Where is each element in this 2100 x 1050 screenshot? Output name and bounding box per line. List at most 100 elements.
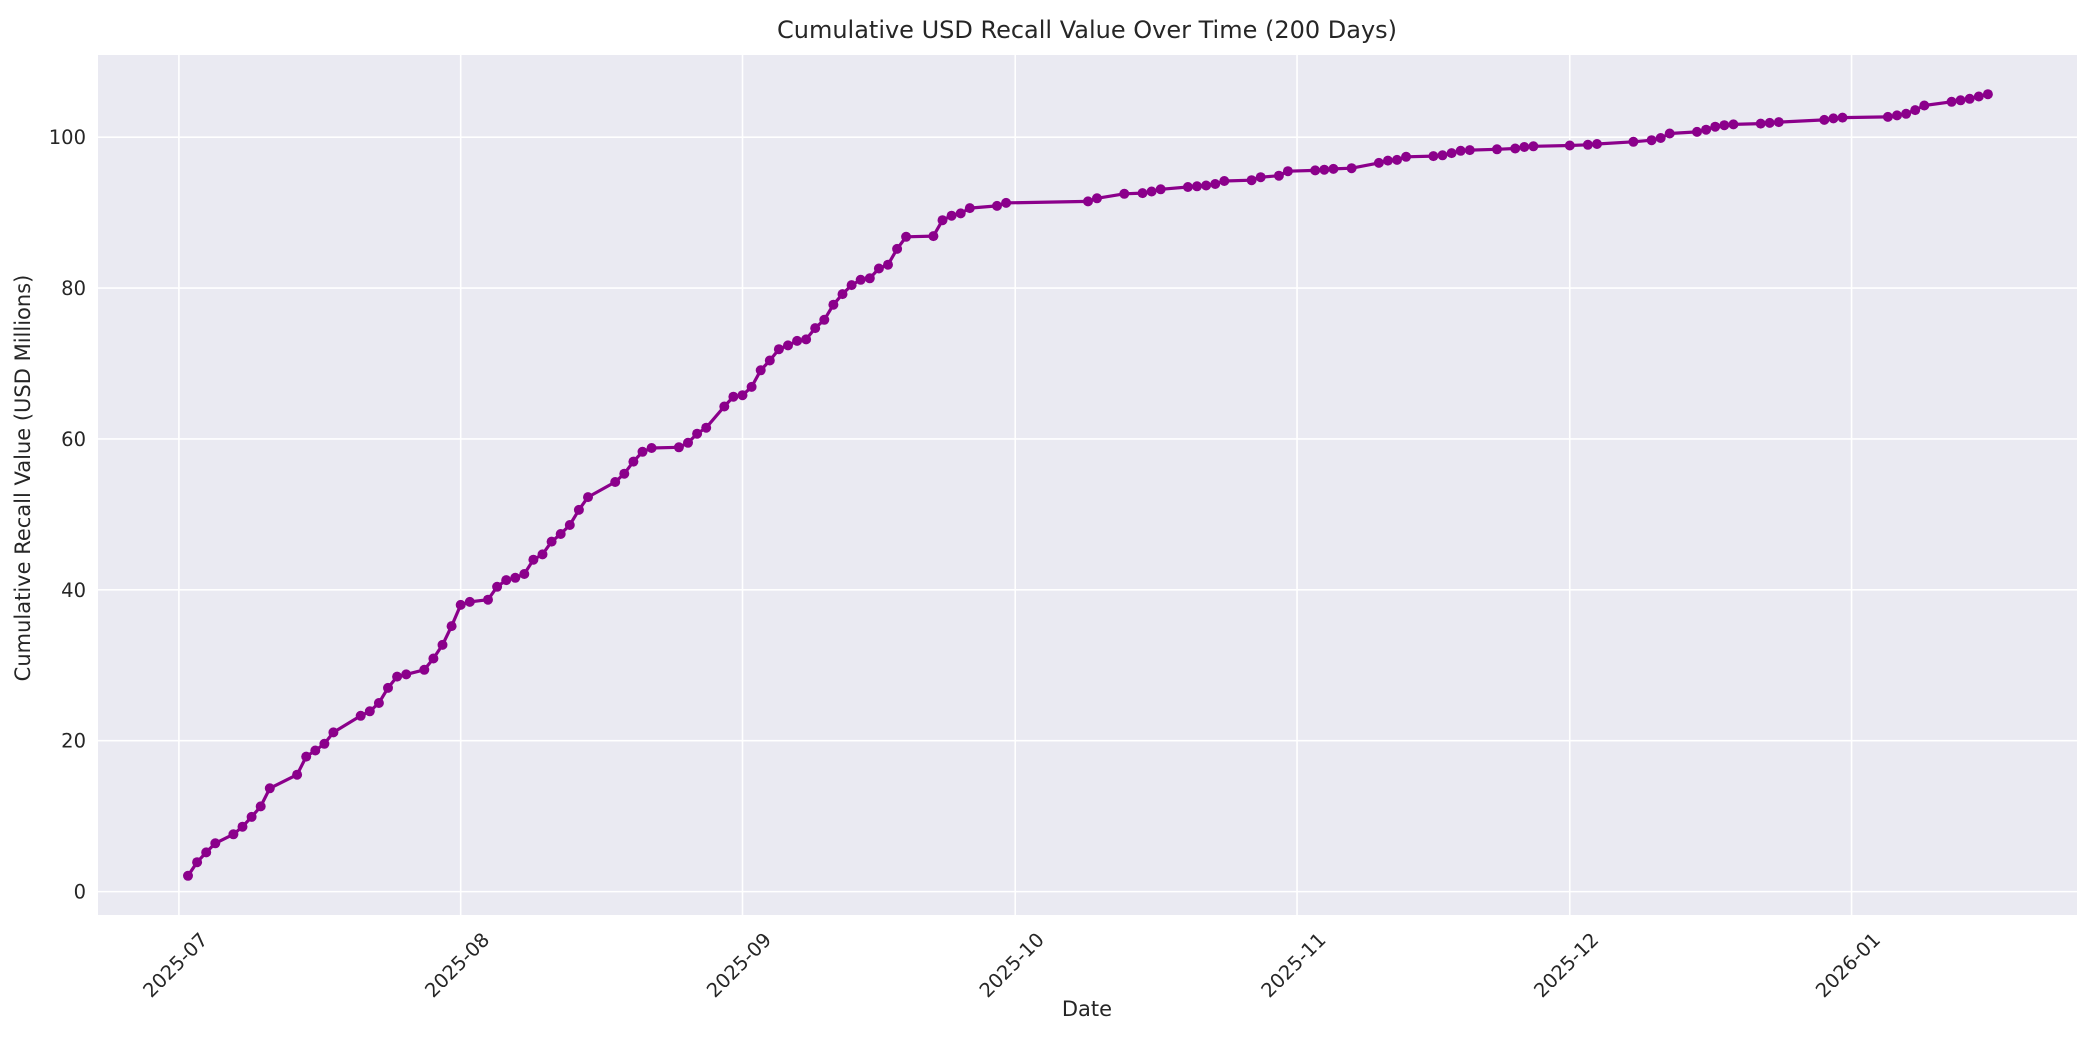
data-point bbox=[564, 520, 575, 530]
data-point bbox=[1701, 124, 1712, 135]
data-point bbox=[1592, 139, 1602, 149]
data-point bbox=[846, 280, 857, 291]
data-point bbox=[719, 401, 730, 412]
data-point bbox=[855, 274, 866, 285]
y-tick-label: 0 bbox=[74, 881, 86, 904]
data-point bbox=[883, 259, 893, 270]
data-point bbox=[1155, 184, 1166, 195]
data-point bbox=[1273, 170, 1284, 181]
gridlines bbox=[98, 55, 2077, 915]
data-point bbox=[1437, 150, 1448, 161]
data-point bbox=[355, 710, 366, 721]
data-point bbox=[637, 446, 648, 457]
data-point bbox=[1519, 142, 1530, 152]
data-point bbox=[1755, 118, 1766, 129]
data-point bbox=[446, 621, 457, 632]
x-axis-label: Date bbox=[1062, 997, 1112, 1021]
data-point bbox=[1219, 176, 1230, 186]
data-point bbox=[1092, 193, 1102, 204]
data-point bbox=[1973, 91, 1984, 102]
data-point bbox=[1882, 111, 1893, 122]
data-point bbox=[519, 569, 530, 579]
data-point bbox=[1392, 154, 1402, 165]
data-point bbox=[437, 639, 448, 650]
y-tick-label: 40 bbox=[61, 579, 86, 602]
data-point bbox=[183, 870, 193, 881]
data-point bbox=[1828, 113, 1839, 124]
data-point bbox=[1982, 89, 1993, 100]
data-point bbox=[573, 504, 584, 515]
data-point bbox=[401, 669, 412, 680]
data-point bbox=[301, 751, 312, 762]
plot-area bbox=[98, 55, 2077, 915]
data-point bbox=[873, 263, 884, 274]
data-point bbox=[892, 243, 903, 254]
data-point bbox=[1646, 135, 1657, 146]
data-point bbox=[555, 529, 566, 539]
data-point bbox=[1692, 126, 1702, 137]
data-series bbox=[183, 89, 1993, 881]
data-point bbox=[537, 549, 548, 560]
data-point bbox=[1919, 100, 1930, 111]
data-point bbox=[864, 273, 875, 284]
data-point bbox=[992, 200, 1002, 211]
data-point bbox=[528, 554, 539, 565]
data-point bbox=[828, 299, 839, 310]
data-point bbox=[1773, 117, 1784, 128]
data-point bbox=[1628, 136, 1639, 147]
data-point bbox=[373, 698, 384, 708]
data-point bbox=[1083, 196, 1093, 207]
data-point bbox=[319, 738, 330, 749]
data-point bbox=[1201, 180, 1212, 191]
data-point bbox=[1582, 139, 1593, 150]
data-point bbox=[628, 456, 639, 467]
data-point bbox=[1255, 172, 1266, 183]
data-point bbox=[428, 653, 439, 664]
data-point bbox=[455, 599, 466, 610]
data-point bbox=[955, 208, 966, 219]
data-point bbox=[255, 801, 266, 812]
data-point bbox=[946, 210, 957, 221]
data-point bbox=[328, 727, 339, 738]
data-point bbox=[292, 769, 303, 780]
data-point bbox=[901, 231, 912, 242]
data-point bbox=[1210, 179, 1221, 189]
data-point bbox=[1346, 163, 1357, 174]
data-point bbox=[1946, 96, 1957, 107]
data-point bbox=[1328, 163, 1339, 174]
y-tick-label: 20 bbox=[61, 730, 86, 753]
data-point bbox=[1510, 143, 1521, 154]
data-point bbox=[1492, 144, 1502, 155]
y-tick-labels: 0 20 40 60 80 100 bbox=[49, 126, 86, 903]
data-point bbox=[1892, 110, 1902, 121]
data-point bbox=[1719, 120, 1730, 131]
data-point bbox=[692, 428, 703, 439]
data-point bbox=[764, 355, 775, 366]
data-point bbox=[1282, 166, 1293, 177]
data-point bbox=[1119, 188, 1130, 199]
data-point bbox=[928, 231, 939, 242]
data-point bbox=[1001, 197, 1012, 208]
data-point bbox=[810, 323, 821, 334]
y-tick-label: 60 bbox=[61, 428, 86, 451]
data-point bbox=[701, 422, 712, 433]
data-point bbox=[746, 381, 757, 392]
data-point bbox=[646, 443, 657, 453]
data-point bbox=[210, 838, 221, 849]
data-point bbox=[1182, 182, 1193, 192]
data-point bbox=[964, 203, 975, 214]
data-point bbox=[1964, 93, 1975, 104]
data-point bbox=[1901, 108, 1912, 119]
data-point bbox=[1246, 175, 1257, 186]
data-point bbox=[755, 365, 766, 376]
data-point bbox=[1146, 186, 1157, 197]
data-point bbox=[1764, 117, 1775, 128]
y-axis-label: Cumulative Recall Value (USD Millions) bbox=[11, 275, 35, 682]
data-point bbox=[1819, 114, 1830, 125]
data-point bbox=[483, 594, 493, 605]
y-tick-label: 80 bbox=[61, 277, 86, 300]
data-point bbox=[501, 575, 512, 586]
data-point bbox=[1382, 155, 1393, 166]
